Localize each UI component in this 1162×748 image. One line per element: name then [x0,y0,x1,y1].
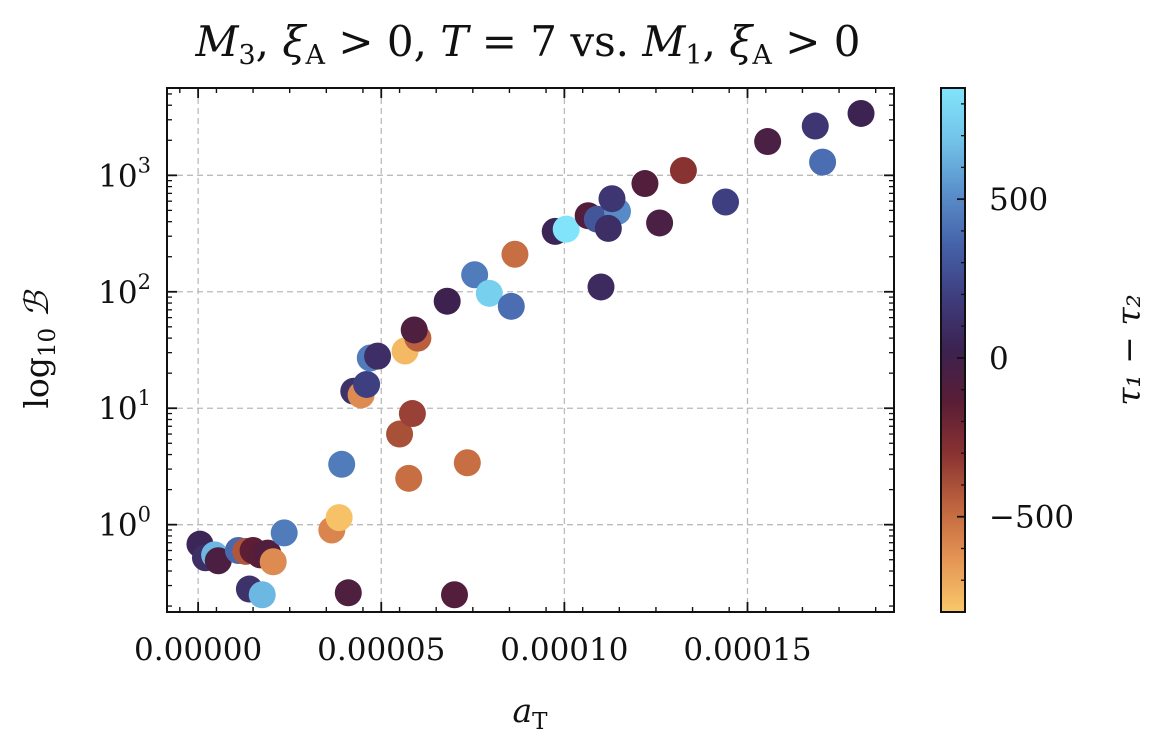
scatter-point [631,170,659,198]
scatter-point [433,287,461,315]
y-tick-label: 102 [98,270,151,311]
scatter-point [754,128,782,156]
scatter-point [809,148,837,176]
scatter-point [325,504,353,532]
scatter-point [334,579,362,607]
scatter-point [669,157,697,185]
y-tick-label: 103 [98,153,151,194]
y-axis-label: log10 ℬ [17,289,61,408]
scatter-point [475,279,503,307]
scatter-point [400,316,428,344]
colorbar [940,87,966,613]
data-points [186,99,875,609]
scatter-point [259,548,287,576]
scatter-point [395,464,423,492]
colorbar-label: τ₁ − τ₂ [1109,294,1148,406]
colorbar-tick-label: −500 [989,500,1074,536]
scatter-point [270,519,298,547]
x-tick-label: 0.00000 [134,632,262,668]
scatter-point [801,112,829,140]
colorbar-ticks: 500 0 −500 [957,103,1074,613]
scatter-point [461,261,489,289]
colorbar-tick-label: 0 [989,341,1009,377]
scatter-point [598,185,626,213]
scatter-point [248,581,276,609]
scatter-point [552,215,580,243]
x-tick-labels: 0.00000 0.00005 0.00010 0.00015 [134,632,812,668]
scatter-point [587,273,615,301]
y-tick-label: 101 [98,386,151,427]
scatter-point [646,209,674,237]
scatter-point [364,342,392,370]
chart-title-text: M3, ξA > 0, T = 7 vs. M1, ξA > 0 [194,17,860,71]
x-tick-label: 0.00005 [317,632,445,668]
scatter-point [847,99,875,127]
x-axis-label: aT [512,691,548,735]
scatter-point [398,400,426,428]
scatter-point [712,188,740,216]
axis-ticks [167,88,894,612]
scatter-point [353,370,381,398]
colorbar-tick-label: 500 [989,182,1048,218]
scatter-point [594,214,622,242]
chart-title: M3, ξA > 0, T = 7 vs. M1, ξA > 0 [194,17,860,71]
scatter-point [204,547,232,575]
x-tick-label: 0.00015 [683,632,811,668]
x-tick-label: 0.00010 [500,632,628,668]
plot-frame [166,87,895,613]
scatter-point [441,581,469,609]
scatter-point [501,240,529,268]
scatter-point [497,292,525,320]
scatter-point [328,450,356,478]
scatter-point [386,420,414,448]
y-tick-labels: 100 101 102 103 [98,153,151,543]
scatter-point [453,449,481,477]
y-tick-label: 100 [98,503,151,544]
